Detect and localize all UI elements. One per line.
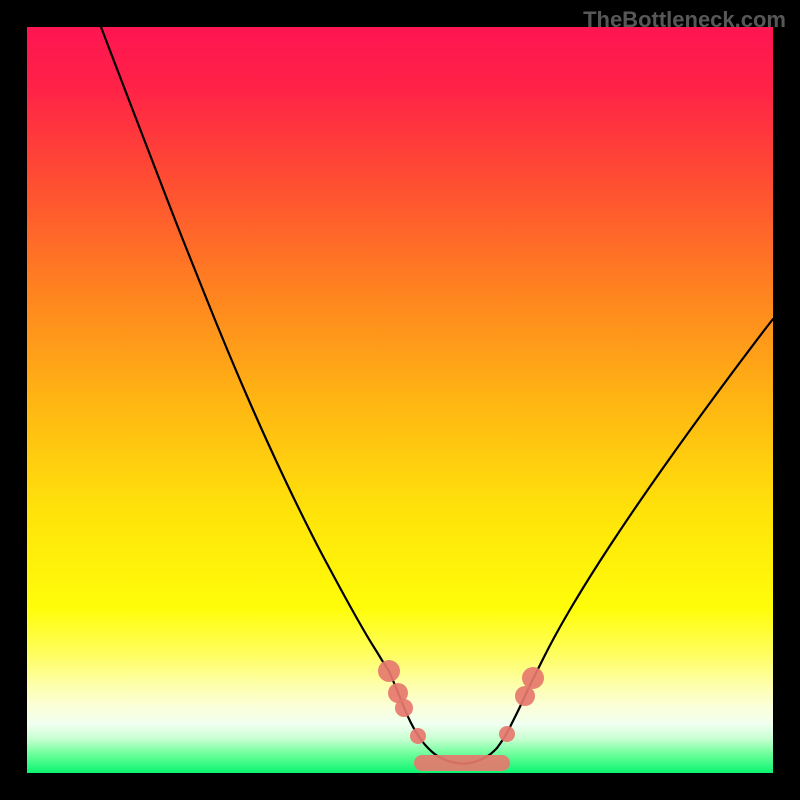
curve-marker bbox=[499, 726, 515, 742]
curve-marker bbox=[395, 699, 413, 717]
attribution-label: TheBottleneck.com bbox=[583, 7, 786, 33]
chart-plot-area bbox=[27, 27, 773, 773]
curve-marker bbox=[515, 686, 535, 706]
curve-marker bbox=[410, 728, 426, 744]
bottleneck-curve bbox=[27, 27, 773, 773]
curve-marker bbox=[378, 660, 400, 682]
curve-marker-bottom bbox=[414, 755, 510, 771]
chart-outer-frame: TheBottleneck.com bbox=[0, 0, 800, 800]
curve-marker bbox=[522, 667, 544, 689]
